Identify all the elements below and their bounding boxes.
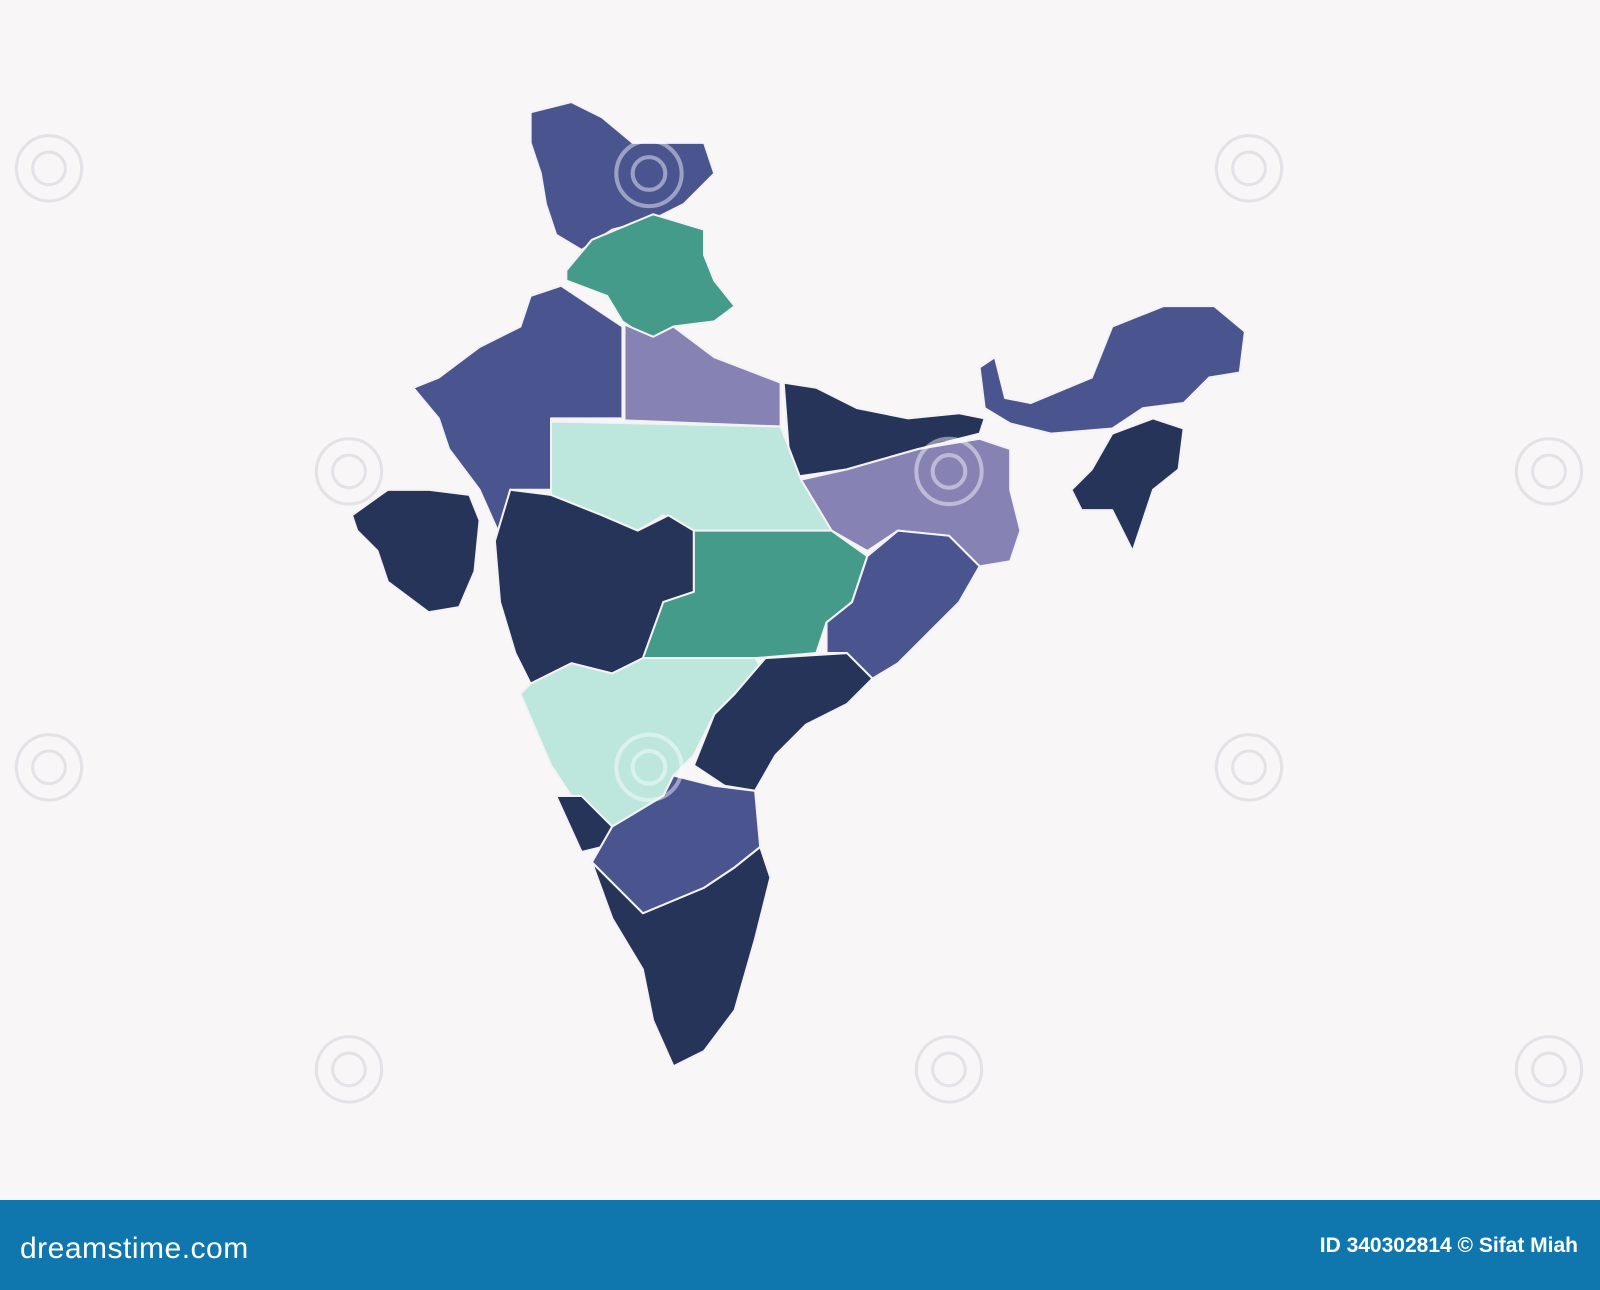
india-map xyxy=(14,101,1584,1104)
watermark-spirals-front xyxy=(614,138,984,803)
image-credit: ID 340302814 © Sifat Miah xyxy=(1319,1234,1578,1257)
watermark-spirals xyxy=(14,134,1584,1104)
region-northeast xyxy=(978,305,1246,435)
region-west xyxy=(351,488,481,614)
region-east-2 xyxy=(800,437,1022,568)
dreamstime-logo: dreamstime.com xyxy=(20,1232,249,1265)
region-south-east xyxy=(692,652,874,792)
region-east-3 xyxy=(825,529,981,680)
map-regions xyxy=(351,101,1246,1068)
region-northeast-2 xyxy=(1070,417,1185,553)
region-central-2 xyxy=(641,529,869,660)
region-north-2 xyxy=(565,213,736,343)
region-south-west xyxy=(519,657,767,828)
region-northwest xyxy=(412,284,624,537)
region-east-1 xyxy=(782,381,986,479)
region-south-tip xyxy=(590,845,772,1068)
footer-bar: dreamstime.com ID 340302814 © Sifat Miah xyxy=(0,1200,1600,1290)
region-north-central xyxy=(623,323,782,428)
